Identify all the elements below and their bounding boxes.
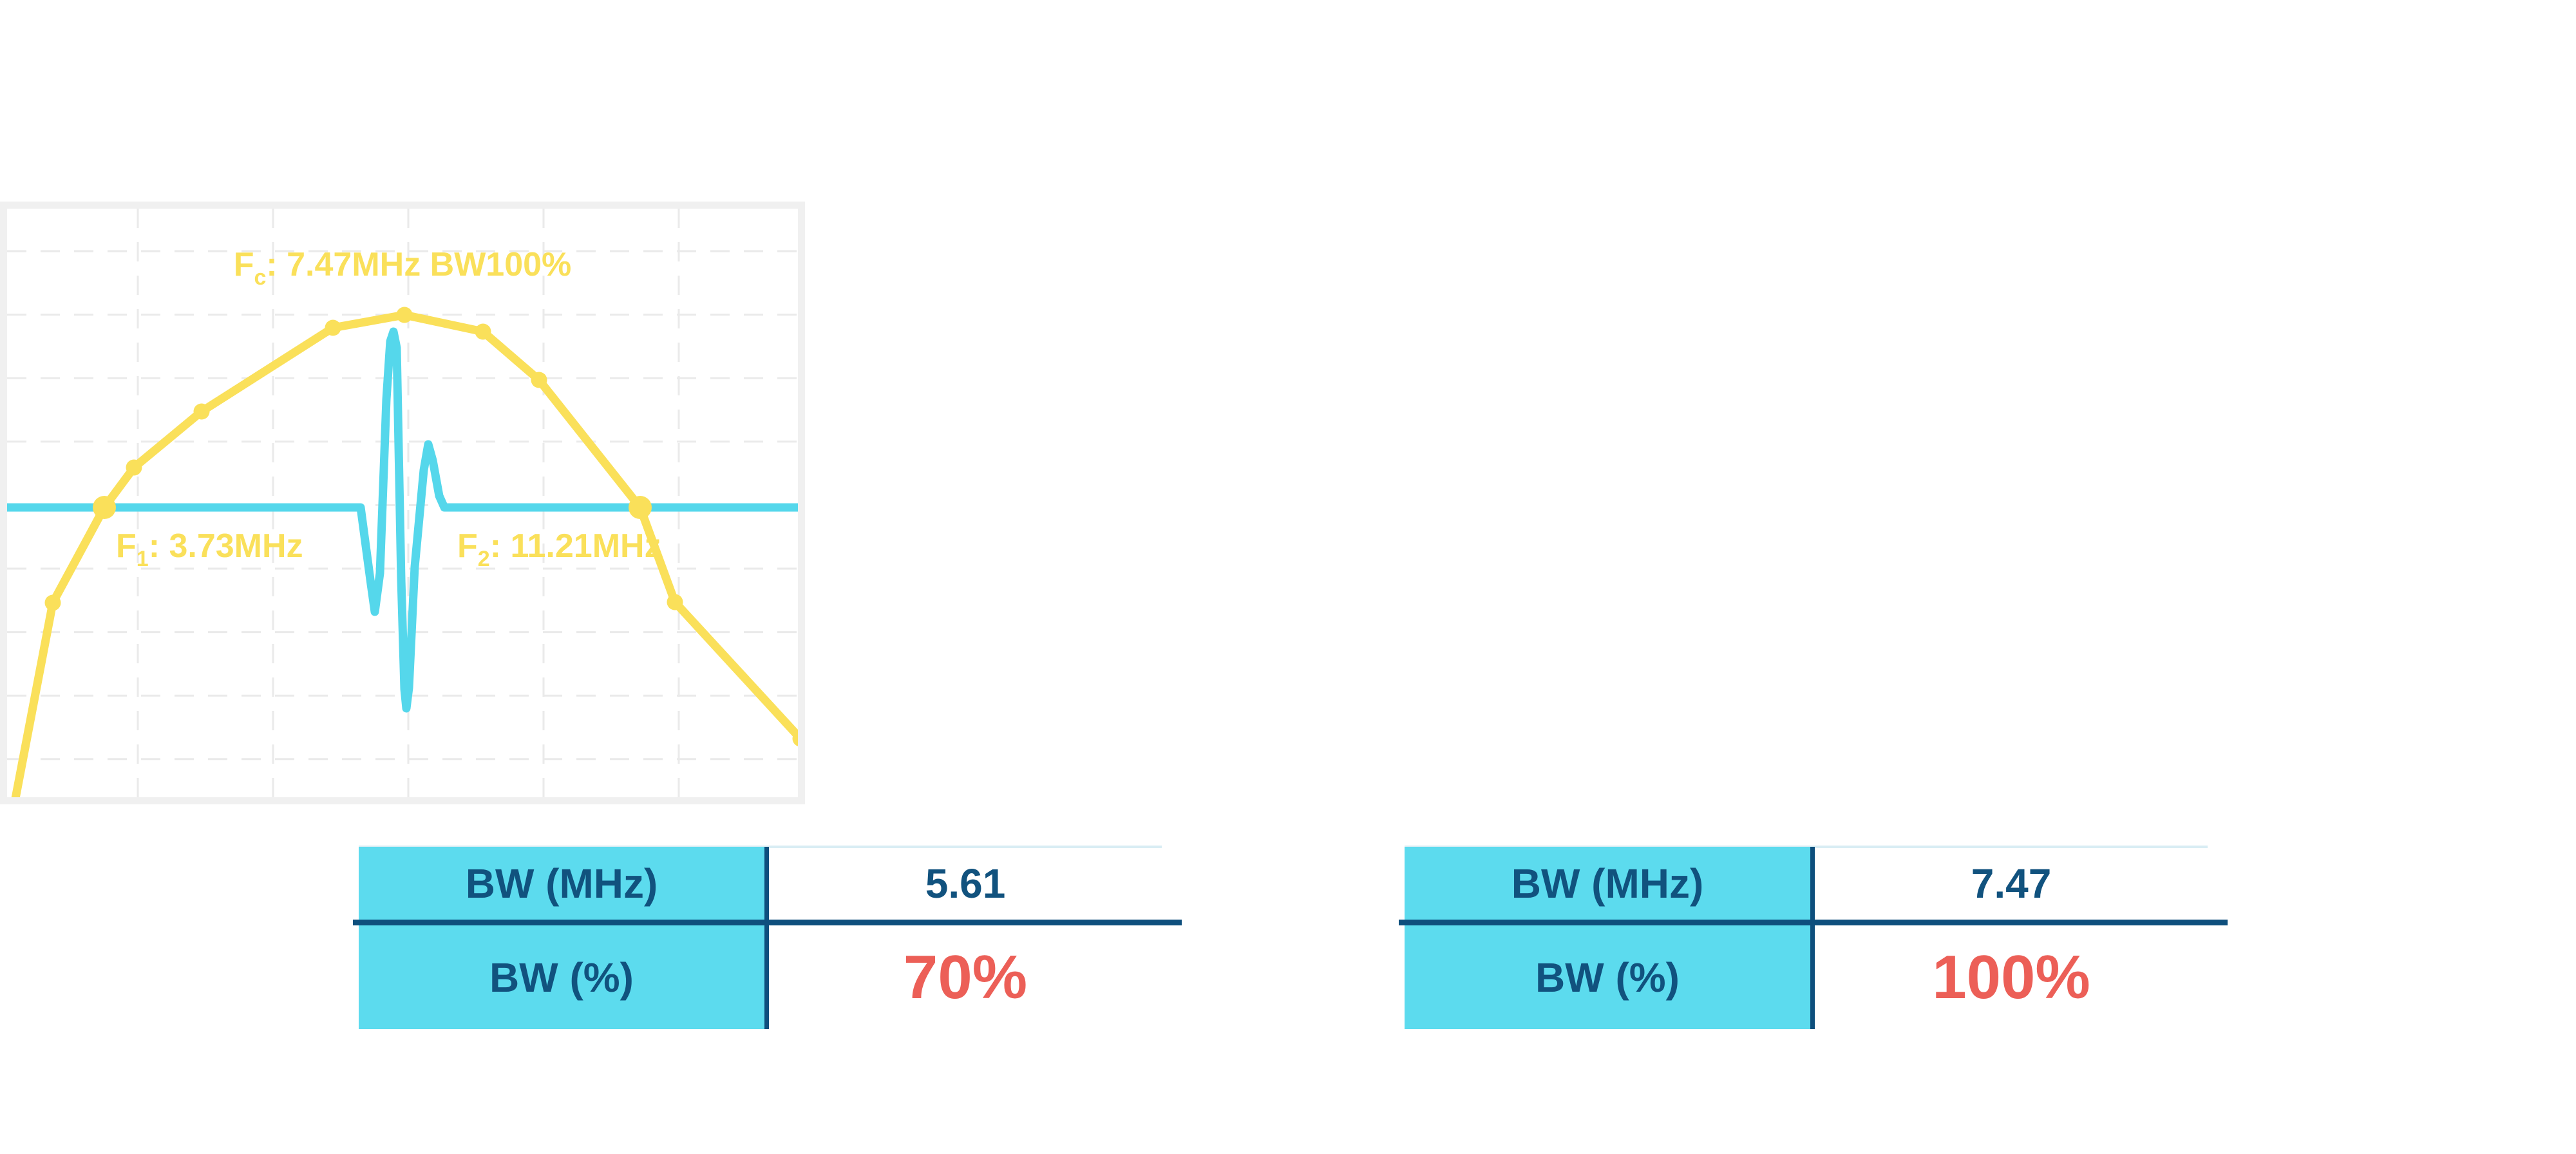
bw-mhz-label: BW (MHz) <box>1511 860 1704 907</box>
data-point-marker <box>792 731 798 746</box>
data-point-marker <box>531 372 547 388</box>
bw-pct-value: 100% <box>1932 942 2090 1012</box>
pulse-waveform <box>7 327 798 713</box>
data-point-marker <box>126 459 142 476</box>
bw-pct-label: BW (%) <box>489 954 634 1001</box>
bw-mhz-value: 5.61 <box>925 860 1006 907</box>
bw-pct-label: BW (%) <box>1535 954 1680 1001</box>
spectrum-chart-right-svg: Fc: 7.47MHz BW100% F1: 3.73MHz F2: 11.21MH… <box>0 202 805 804</box>
cutoff-frequency-marker <box>93 496 116 519</box>
table-header-column <box>1405 847 1810 1029</box>
fc-label: Fc: 7.47MHz BW100% <box>234 246 572 290</box>
bandwidth-table-left: BW (MHz) 5.61 BW (%) 70% <box>353 846 1182 1029</box>
bw-mhz-label: BW (MHz) <box>465 860 658 907</box>
chart-frame <box>0 202 805 804</box>
bw-pct-value: 70% <box>903 942 1028 1012</box>
f1-label: F1: 3.73MHz <box>116 527 303 571</box>
table-column-divider <box>1810 847 1815 1029</box>
cutoff-frequency-marker <box>629 496 652 519</box>
data-point-marker <box>667 594 683 610</box>
spectrum-markers <box>44 307 798 746</box>
data-point-marker <box>325 319 341 336</box>
data-point-marker <box>44 594 61 611</box>
spectrum-curve <box>11 310 798 797</box>
table-column-divider <box>764 847 769 1029</box>
f2-label: F2: 11.21MHz <box>457 527 661 571</box>
data-point-marker <box>396 307 413 323</box>
data-point-marker <box>193 403 210 420</box>
bandwidth-table-right: BW (MHz) 7.47 BW (%) 100% <box>1399 846 2228 1029</box>
bw-mhz-value: 7.47 <box>1971 860 2052 907</box>
spectrum-chart-right: Fc: 7.47MHz BW100% F1: 3.73MHz F2: 11.21MH… <box>0 202 805 804</box>
table-header-column <box>359 847 764 1029</box>
data-point-marker <box>475 323 491 340</box>
